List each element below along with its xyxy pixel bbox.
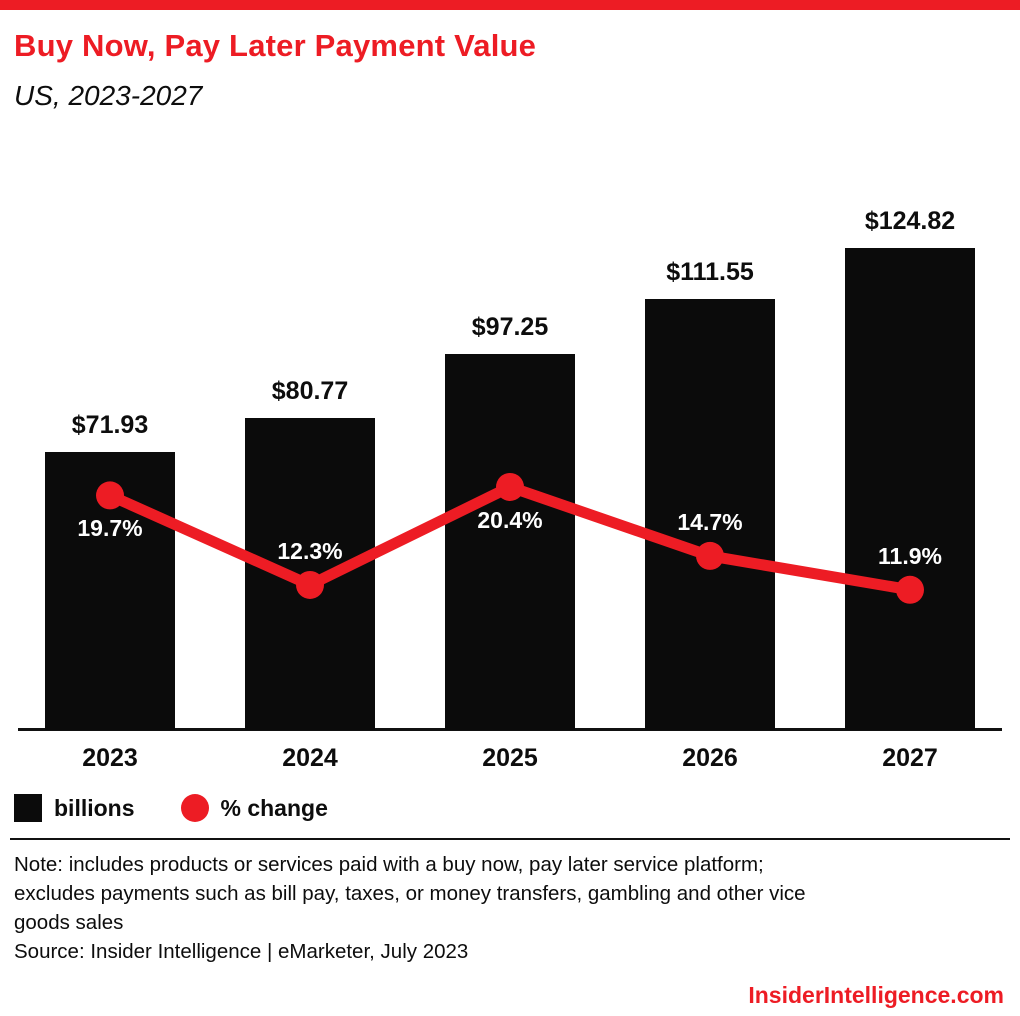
x-axis-label-2026: 2026 [682,744,738,772]
pct-change-label-2025: 20.4% [477,506,543,533]
legend-label-pct-change: % change [220,794,328,821]
bar-2023 [45,452,175,730]
pct-change-swatch-icon [180,794,209,822]
bar-2024 [245,418,375,730]
bnpl-combo-chart: $71.93 2023 $80.77 2024 $97.25 2025 $111.55 202… [0,140,1020,780]
bar-value-label-2024: $80.77 [271,377,349,406]
bar-value-label-2027: $124.82 [864,207,956,235]
note-line: Note: includes products or services paid… [14,853,764,876]
legend-label-billions: billions [54,794,135,821]
pct-change-label-2023: 19.7% [77,515,143,542]
brand-footer: InsiderIntelligence.com [748,982,1004,1008]
bar-value-label-2023: $71.93 [71,411,149,440]
legend-item-pct-change: % change [180,794,328,822]
bar-value-label-2025: $97.25 [471,313,549,342]
pct-change-label-2026: 14.7% [677,508,743,535]
pct-change-label-2027: 11.9% [878,542,942,569]
source-text: Source: Insider Intelligence | eMarketer… [14,940,469,963]
bar-2025 [445,354,575,730]
x-axis-label-2023: 2023 [82,744,138,772]
x-axis-label-2025: 2025 [482,744,538,772]
top-accent-bar [0,0,1020,10]
bar-2027 [845,248,975,730]
chart-subtitle: US, 2023-2027 [14,80,203,111]
note-line: excludes payments such as bill pay, taxe… [14,882,806,905]
chart-header: Buy Now, Pay Later Payment Value US, 202… [0,10,1020,114]
x-axis-label-2024: 2024 [282,744,338,772]
note-divider [10,838,1010,840]
x-axis-label-2027: 2027 [882,744,938,772]
bar-value-label-2026: $111.55 [666,258,754,287]
pct-change-label-2024: 12.3% [277,537,343,564]
legend-item-billions: billions [14,794,135,822]
billions-swatch-icon [14,794,42,822]
page-title: Buy Now, Pay Later Payment Value [14,28,537,63]
legend: billions % change [0,780,1020,822]
note-text: Note: includes products or services paid… [0,840,1020,937]
note-line: goods sales [14,911,124,934]
